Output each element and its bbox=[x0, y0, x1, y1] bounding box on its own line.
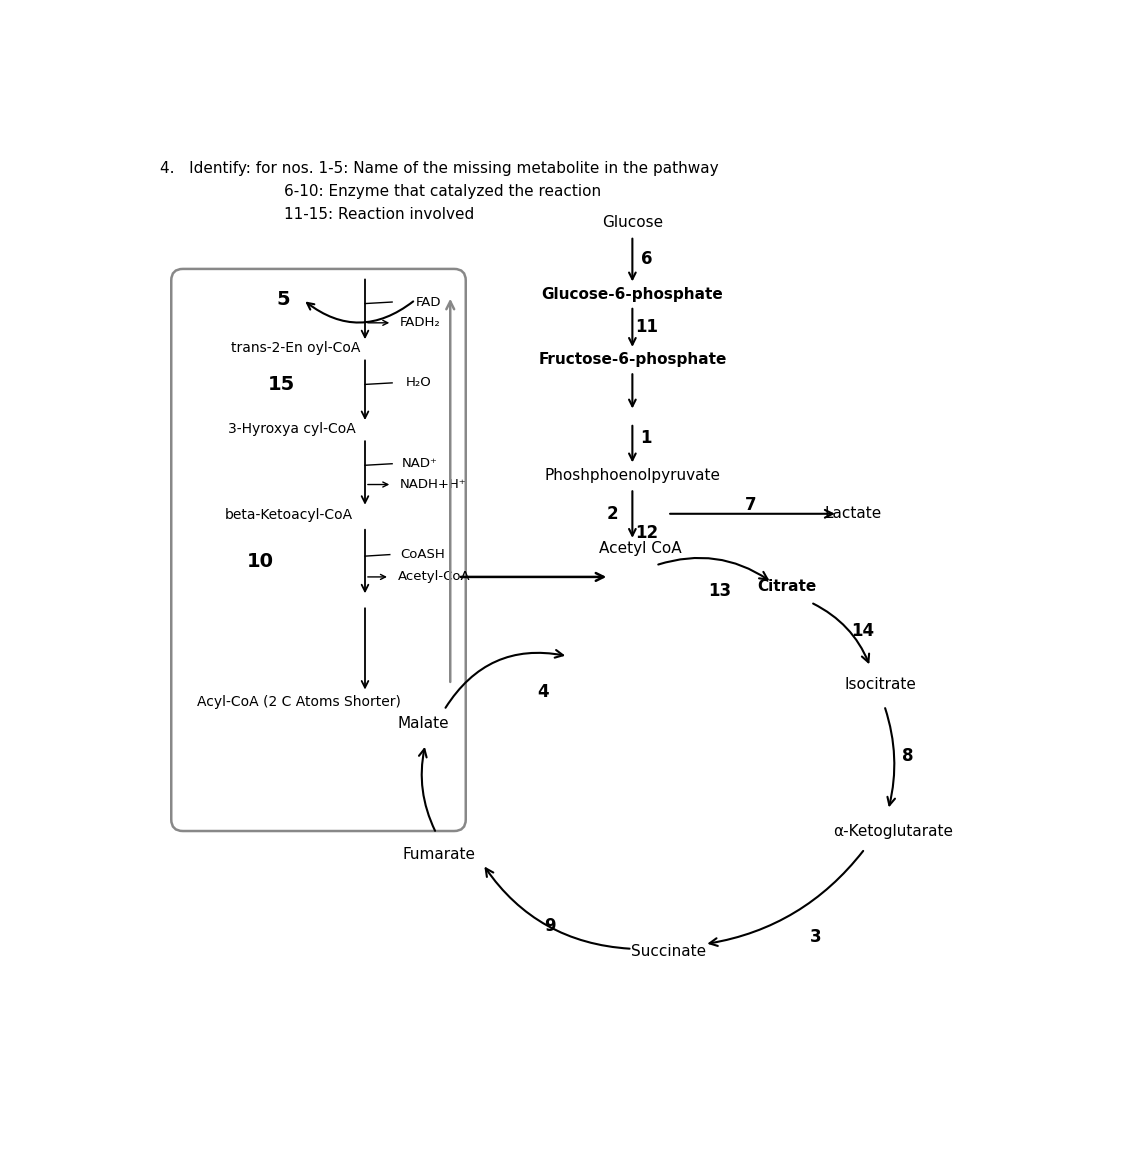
Text: Acetyl CoA: Acetyl CoA bbox=[599, 541, 681, 556]
Text: Glucose-6-phosphate: Glucose-6-phosphate bbox=[542, 287, 724, 302]
Text: Lactate: Lactate bbox=[825, 506, 882, 521]
Text: 6: 6 bbox=[641, 250, 652, 267]
Text: 10: 10 bbox=[247, 552, 274, 571]
Text: 1: 1 bbox=[641, 429, 652, 448]
Text: 12: 12 bbox=[635, 525, 657, 542]
Text: 13: 13 bbox=[708, 582, 732, 600]
Text: NAD⁺: NAD⁺ bbox=[402, 457, 438, 470]
Text: Acetyl-CoA: Acetyl-CoA bbox=[397, 570, 470, 584]
Text: H₂O: H₂O bbox=[405, 377, 431, 390]
Text: beta-Ketoacyl-CoA: beta-Ketoacyl-CoA bbox=[226, 508, 353, 522]
Text: 8: 8 bbox=[902, 748, 913, 765]
Text: CoASH: CoASH bbox=[399, 548, 444, 561]
Text: 2: 2 bbox=[607, 505, 618, 523]
Text: 15: 15 bbox=[268, 374, 295, 394]
Text: FADH₂: FADH₂ bbox=[399, 316, 441, 329]
Text: 4: 4 bbox=[537, 684, 549, 701]
Text: 4.   Identify: for nos. 1-5: Name of the missing metabolite in the pathway: 4. Identify: for nos. 1-5: Name of the m… bbox=[159, 162, 718, 176]
Text: 11-15: Reaction involved: 11-15: Reaction involved bbox=[284, 207, 473, 222]
Text: Acyl-CoA (2 C Atoms Shorter): Acyl-CoA (2 C Atoms Shorter) bbox=[197, 695, 401, 709]
Text: 7: 7 bbox=[745, 497, 756, 514]
Text: Fumarate: Fumarate bbox=[402, 847, 475, 862]
Text: Phoshphoenolpyruvate: Phoshphoenolpyruvate bbox=[544, 468, 720, 483]
Text: 3: 3 bbox=[810, 928, 821, 946]
Text: Malate: Malate bbox=[397, 715, 449, 730]
Text: 5: 5 bbox=[277, 291, 291, 309]
Text: FAD: FAD bbox=[415, 295, 441, 308]
Text: 9: 9 bbox=[544, 916, 555, 935]
Text: 14: 14 bbox=[850, 622, 874, 640]
Text: Fructose-6-phosphate: Fructose-6-phosphate bbox=[539, 352, 727, 368]
Text: Isocitrate: Isocitrate bbox=[845, 677, 917, 692]
Text: trans-2-En oyl-CoA: trans-2-En oyl-CoA bbox=[230, 341, 360, 355]
Text: 3-Hyroxya cyl-CoA: 3-Hyroxya cyl-CoA bbox=[228, 422, 356, 436]
Text: α-Ketoglutarate: α-Ketoglutarate bbox=[834, 823, 954, 839]
Text: 6-10: Enzyme that catalyzed the reaction: 6-10: Enzyme that catalyzed the reaction bbox=[284, 184, 600, 199]
Text: NADH+H⁺: NADH+H⁺ bbox=[399, 478, 467, 491]
Text: Glucose: Glucose bbox=[601, 215, 663, 230]
Text: 11: 11 bbox=[635, 317, 657, 336]
Text: Succinate: Succinate bbox=[632, 944, 707, 959]
Text: Citrate: Citrate bbox=[757, 579, 817, 594]
